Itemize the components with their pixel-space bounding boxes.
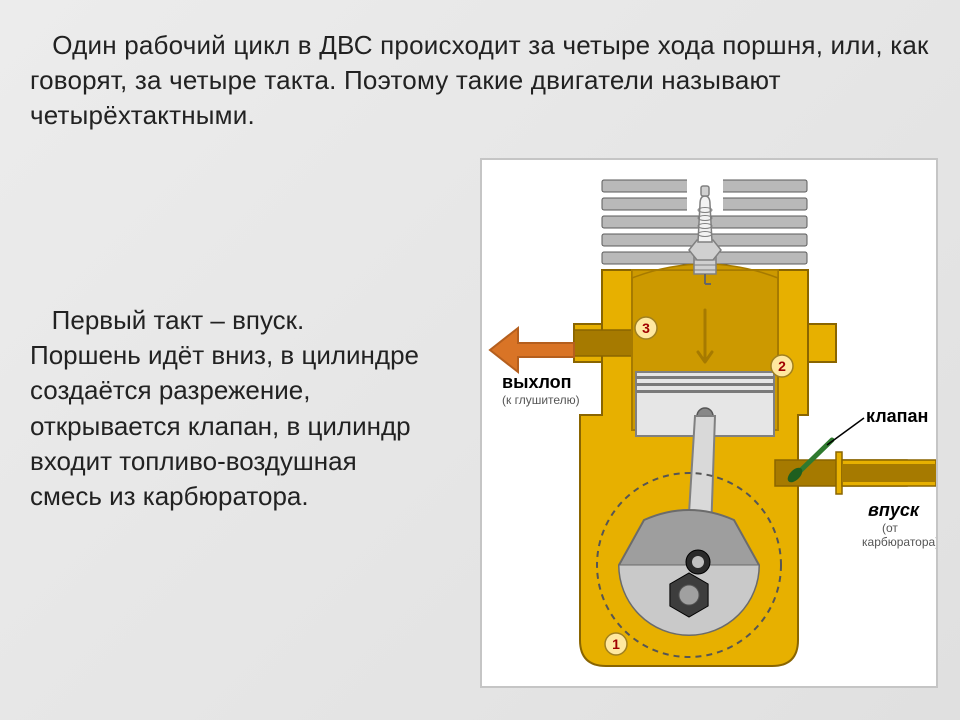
slide: Один рабочий цикл в ДВС происходит за че… [0,0,960,720]
svg-text:3: 3 [642,320,650,336]
svg-text:клапан: клапан [866,406,928,426]
engine-diagram-frame: 3 2 1 выхлоп(к глушителю) клапан впуск(откарб… [480,158,938,688]
svg-text:(от: (от [882,521,898,535]
svg-text:впуск: впуск [868,500,920,520]
svg-text:(к глушителю): (к глушителю) [502,393,580,407]
svg-text:карбюратора): карбюратора) [862,535,936,549]
intro-text: Один рабочий цикл в ДВС происходит за че… [30,30,929,130]
side-paragraph: Первый такт – впуск. Поршень идёт вниз, … [30,303,420,514]
svg-text:2: 2 [778,358,786,374]
svg-text:выхлоп: выхлоп [502,372,572,392]
intro-paragraph: Один рабочий цикл в ДВС происходит за че… [30,28,930,133]
side-text: Первый такт – впуск. Поршень идёт вниз, … [30,305,419,510]
svg-text:1: 1 [612,636,620,652]
engine-diagram: 3 2 1 выхлоп(к глушителю) клапан впуск(откарб… [482,160,936,686]
